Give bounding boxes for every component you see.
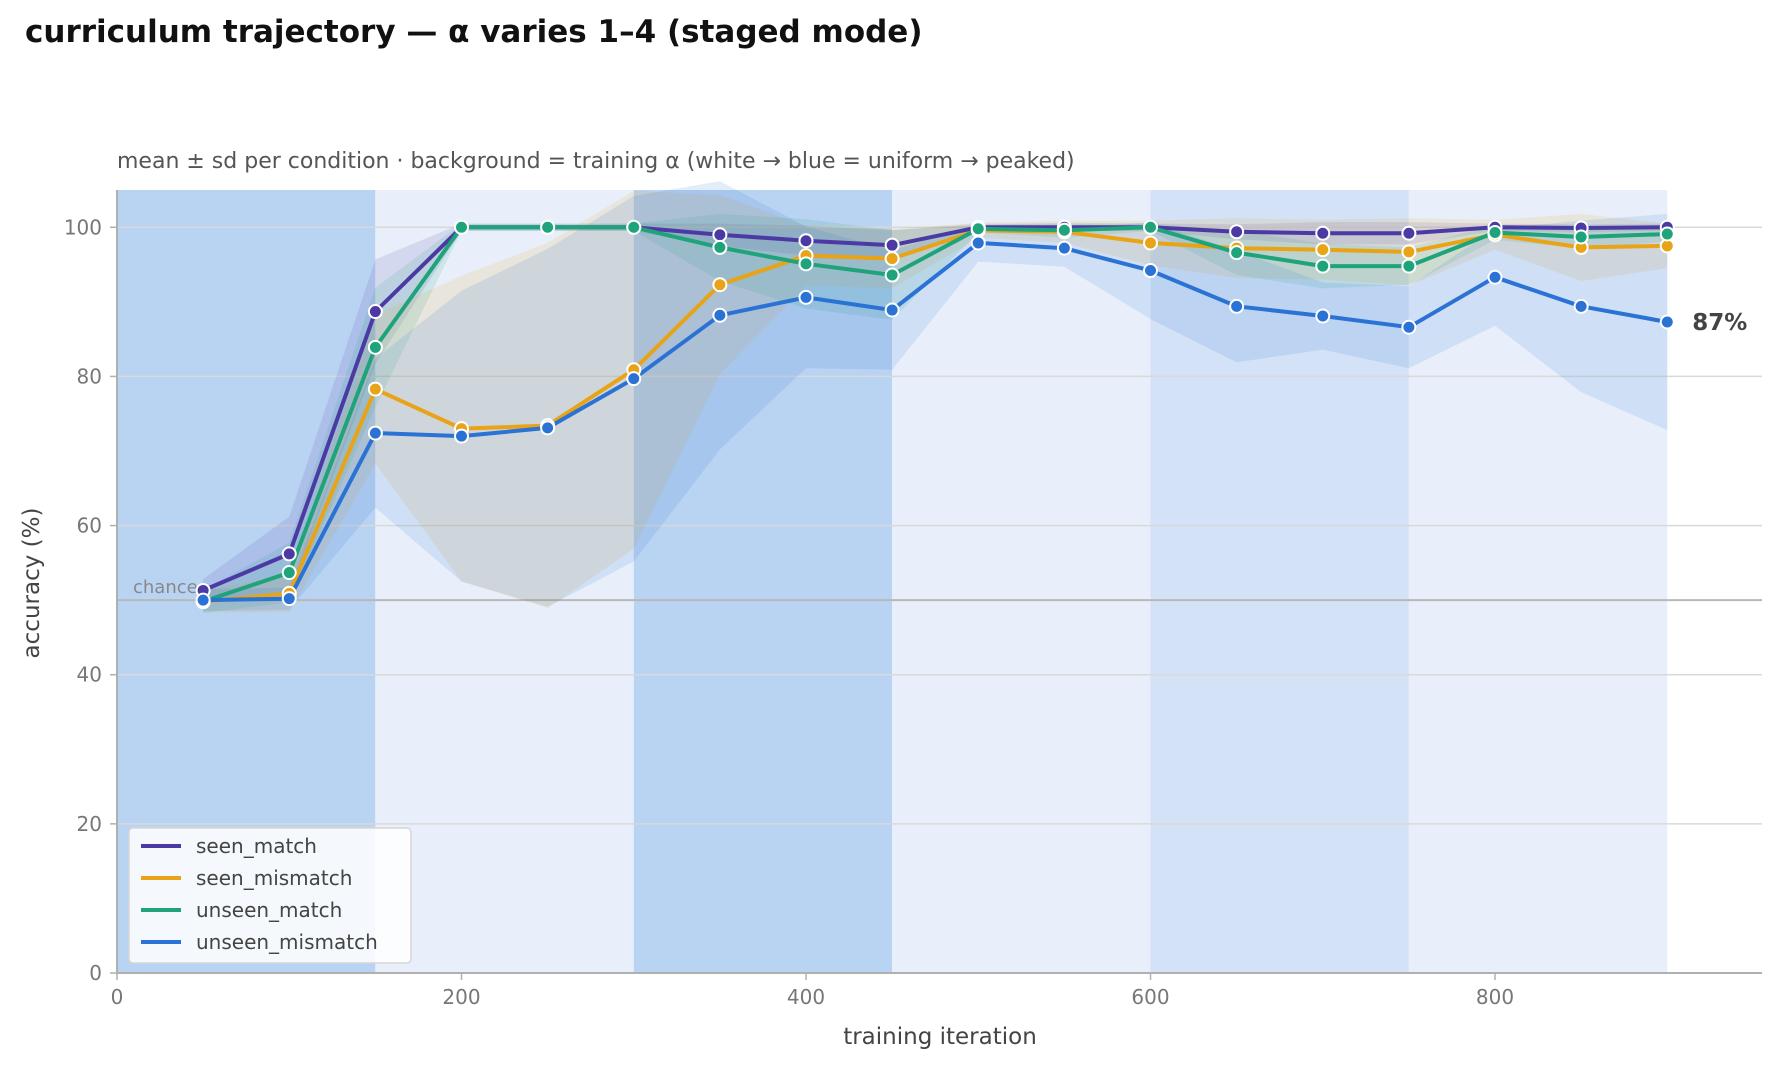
x-tick-label-200: 200 bbox=[442, 985, 480, 1009]
grid bbox=[117, 226, 1762, 825]
data-point-seen_mismatch-750 bbox=[1401, 244, 1417, 260]
data-point-unseen_match-750 bbox=[1401, 258, 1417, 274]
data-point-unseen_mismatch-550 bbox=[1056, 240, 1072, 256]
chance-label: chance bbox=[133, 577, 198, 598]
data-point-seen_match-700 bbox=[1315, 225, 1331, 241]
legend: seen_match seen_mismatch unseen_matchunsee… bbox=[128, 827, 412, 964]
data-point-unseen_mismatch-400 bbox=[798, 289, 814, 305]
data-point-seen_match-350 bbox=[712, 227, 728, 243]
data-point-unseen_match-700 bbox=[1315, 258, 1331, 274]
series-line-unseen_match bbox=[201, 225, 1670, 604]
data-point-unseen_mismatch-700 bbox=[1315, 308, 1331, 324]
x-tick-label-800: 800 bbox=[1476, 985, 1514, 1009]
sd-band-seen_mismatch bbox=[203, 190, 1668, 613]
chart-subtitle: mean ± sd per condition · background = t… bbox=[117, 149, 1075, 174]
data-point-unseen_mismatch-650 bbox=[1229, 298, 1245, 314]
data-point-unseen_mismatch-350 bbox=[712, 307, 728, 323]
data-point-unseen_mismatch-200 bbox=[454, 428, 470, 444]
end-label-group: 87% bbox=[1692, 310, 1747, 336]
series-lines bbox=[201, 225, 1670, 604]
x-tick-label-400: 400 bbox=[787, 985, 825, 1009]
data-point-unseen_mismatch-150 bbox=[367, 425, 383, 441]
data-point-unseen_match-800 bbox=[1487, 225, 1503, 241]
data-point-unseen_match-100 bbox=[281, 565, 297, 581]
data-point-unseen_match-150 bbox=[367, 339, 383, 355]
end-value-label: 87% bbox=[1692, 310, 1747, 336]
data-point-seen_match-150 bbox=[367, 304, 383, 320]
data-point-unseen_mismatch-600 bbox=[1143, 263, 1159, 279]
alpha-band-2 bbox=[633, 190, 893, 973]
data-point-seen_mismatch-600 bbox=[1143, 235, 1159, 251]
legend-label-unseen_match: unseen_match bbox=[196, 898, 342, 922]
legend-label-unseen_mismatch: unseen_mismatch bbox=[196, 930, 378, 954]
data-point-unseen_mismatch-500 bbox=[970, 235, 986, 251]
chart-title: curriculum trajectory — α varies 1–4 (st… bbox=[25, 14, 923, 50]
y-tick-label-0: 0 bbox=[89, 961, 102, 985]
axis-labels: mean ± sd per condition · background = t… bbox=[19, 149, 1075, 1050]
y-axis-label: accuracy (%) bbox=[19, 508, 45, 659]
legend-label-seen_mismatch: seen_mismatch bbox=[196, 866, 352, 890]
y-tick-label-60: 60 bbox=[77, 514, 102, 538]
data-point-unseen_mismatch-900 bbox=[1659, 314, 1675, 330]
legend-box bbox=[128, 827, 412, 964]
y-tick-label-100: 100 bbox=[64, 215, 102, 239]
data-point-unseen_mismatch-300 bbox=[626, 371, 642, 387]
alpha-band-1 bbox=[375, 190, 634, 973]
data-point-unseen_match-400 bbox=[798, 256, 814, 272]
y-tick-label-20: 20 bbox=[77, 812, 102, 836]
data-point-unseen_match-550 bbox=[1056, 222, 1072, 238]
chance-line-group: chance bbox=[117, 577, 1762, 602]
x-axis-label: training iteration bbox=[843, 1024, 1037, 1050]
series-line-seen_match bbox=[201, 225, 1670, 593]
y-tick-label-80: 80 bbox=[77, 364, 102, 388]
data-point-seen_match-650 bbox=[1229, 224, 1245, 240]
data-point-seen_match-750 bbox=[1401, 225, 1417, 241]
data-point-unseen_mismatch-800 bbox=[1487, 269, 1503, 285]
series-line-seen_mismatch bbox=[201, 228, 1670, 604]
y-tick-label-40: 40 bbox=[77, 663, 102, 687]
data-point-unseen_match-300 bbox=[626, 219, 642, 235]
data-point-unseen_match-850 bbox=[1573, 229, 1589, 245]
alpha-background-bands bbox=[117, 190, 1668, 973]
data-point-seen_match-450 bbox=[884, 237, 900, 253]
data-point-seen_match-400 bbox=[798, 233, 814, 249]
data-point-unseen_mismatch-50 bbox=[195, 592, 211, 608]
x-tick-label-600: 600 bbox=[1131, 985, 1169, 1009]
sd-bands bbox=[203, 181, 1668, 613]
data-point-unseen_match-500 bbox=[970, 221, 986, 237]
data-point-unseen_mismatch-450 bbox=[884, 302, 900, 318]
data-point-unseen_match-900 bbox=[1659, 226, 1675, 242]
sd-band-unseen_mismatch bbox=[203, 181, 1668, 612]
data-point-unseen_match-250 bbox=[540, 219, 556, 235]
series-points bbox=[195, 219, 1675, 610]
data-point-unseen_match-450 bbox=[884, 267, 900, 283]
data-point-unseen_match-350 bbox=[712, 239, 728, 255]
data-point-unseen_match-200 bbox=[454, 219, 470, 235]
alpha-band-5 bbox=[1408, 190, 1668, 973]
data-point-seen_mismatch-700 bbox=[1315, 242, 1331, 258]
data-point-unseen_match-650 bbox=[1229, 245, 1245, 261]
data-point-unseen_mismatch-850 bbox=[1573, 298, 1589, 314]
data-point-seen_mismatch-450 bbox=[884, 251, 900, 267]
alpha-band-3 bbox=[892, 190, 1151, 973]
data-point-unseen_mismatch-750 bbox=[1401, 319, 1417, 335]
data-point-seen_match-100 bbox=[281, 546, 297, 562]
legend-label-seen_match: seen_match bbox=[196, 834, 317, 858]
data-point-unseen_mismatch-250 bbox=[540, 420, 556, 436]
data-point-unseen_match-600 bbox=[1143, 219, 1159, 235]
data-point-seen_mismatch-350 bbox=[712, 277, 728, 293]
series-line-unseen_mismatch bbox=[201, 240, 1670, 603]
x-tick-label-0: 0 bbox=[111, 985, 124, 1009]
axes: 0 200 400 600 800 0 20 40 60 80 100 bbox=[64, 190, 1762, 1009]
data-point-seen_mismatch-150 bbox=[367, 381, 383, 397]
data-point-unseen_mismatch-100 bbox=[281, 591, 297, 607]
